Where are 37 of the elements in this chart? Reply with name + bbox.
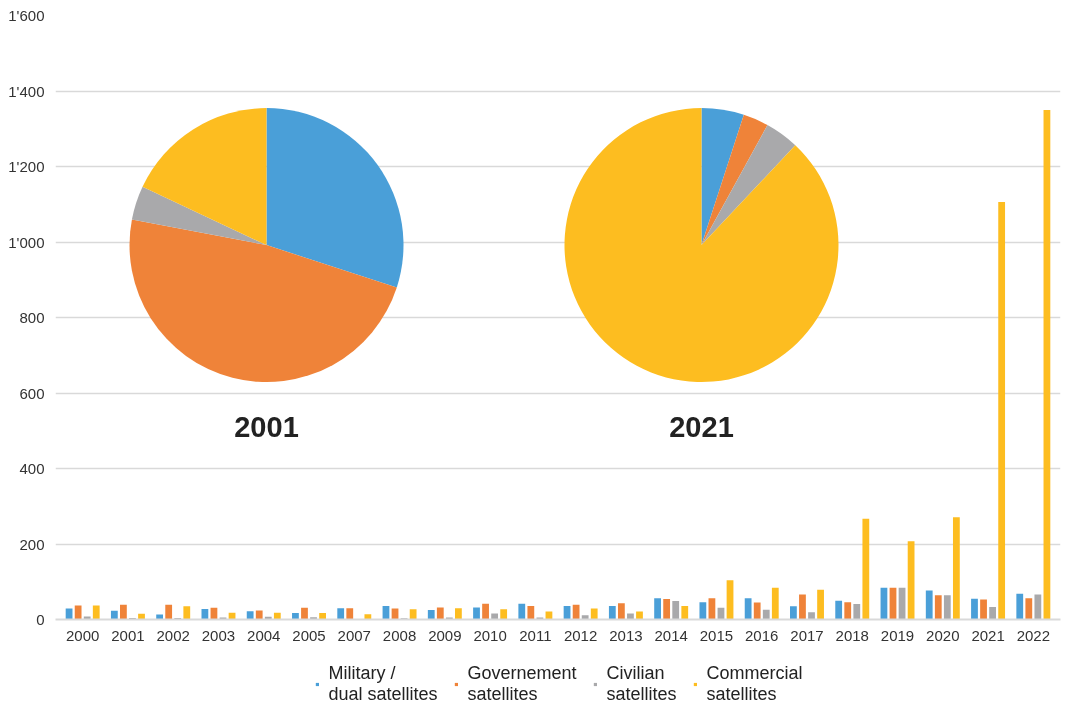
y-tick-label: 200	[19, 535, 45, 553]
x-tick-label: 2020	[926, 626, 960, 644]
text: 2001	[234, 411, 299, 444]
x-tick-label: 2019	[880, 626, 915, 644]
x-tick-label: 2010	[473, 626, 507, 644]
x-tick-label: 2016	[745, 626, 779, 644]
y-tick-label: 1'200	[8, 158, 45, 175]
x-tick-label: 2008	[382, 626, 417, 644]
x-tick-label: 2015	[699, 626, 734, 644]
y-tick-label: 1'400	[8, 82, 45, 100]
text: 2021	[669, 411, 734, 444]
x-tick-label: 2009	[428, 626, 462, 644]
y-tick-label: 400	[19, 460, 45, 477]
x-tick-label: 2022	[1016, 626, 1051, 644]
x-tick-label: 2012	[563, 626, 598, 644]
y-tick-label: 1'600	[8, 7, 45, 24]
x-tick-label: 2011	[519, 626, 552, 644]
x-tick-label: 2003	[201, 626, 236, 644]
x-tick-label: 2007	[337, 626, 371, 644]
x-tick-label: 2017	[790, 626, 824, 644]
x-tick-label: 2014	[654, 626, 688, 644]
x-tick-label: 2005	[292, 626, 326, 644]
y-tick-label: 0	[36, 611, 45, 628]
legend-label: Governement satellites	[467, 663, 577, 705]
x-tick-label: 2000	[65, 626, 100, 644]
x-tick-label: 2004	[247, 626, 281, 644]
x-tick-label: 2021	[971, 626, 1005, 644]
legend-label: Military / dual satellites	[328, 663, 438, 705]
x-tick-label: 2013	[609, 626, 643, 644]
legend-label: Civilian satellites	[606, 663, 677, 705]
x-tick-label: 2002	[156, 626, 190, 644]
y-tick-label: 600	[19, 384, 45, 402]
y-tick-label: 800	[19, 309, 45, 326]
x-tick-label: 2001	[111, 626, 145, 644]
x-tick-label: 2018	[835, 626, 869, 644]
y-tick-label: 1'000	[8, 233, 45, 251]
legend-label: Commercial satellites	[706, 663, 803, 705]
